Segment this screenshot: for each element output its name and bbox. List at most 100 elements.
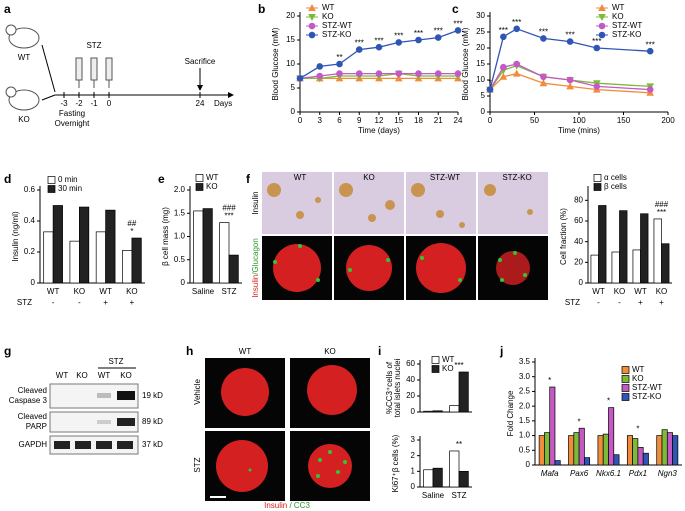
y-tick-label: 40 xyxy=(406,375,415,384)
legend-label: STZ-WT xyxy=(632,383,662,392)
x-tick-label: Ngn3 xyxy=(658,469,678,478)
y-tick-label: 1.0 xyxy=(174,232,186,241)
legend-label: STZ-WT xyxy=(612,21,642,30)
legend-label: KO xyxy=(206,182,218,191)
marker xyxy=(454,70,462,77)
group-label: KO xyxy=(18,115,30,124)
islets xyxy=(267,183,533,228)
legend-label: WT xyxy=(632,365,645,374)
bar xyxy=(573,432,580,466)
band xyxy=(54,441,70,449)
arrow-head xyxy=(197,85,203,91)
x-tick-label: KO xyxy=(74,287,86,296)
row-value: + xyxy=(103,298,108,307)
panel-letter: f xyxy=(246,172,251,186)
legend-marker xyxy=(598,3,606,11)
significance: *** xyxy=(454,361,463,370)
panel-letter: i xyxy=(378,344,381,358)
marker xyxy=(513,25,521,33)
significance: *** xyxy=(224,212,233,221)
y-tick-label: 15 xyxy=(286,35,295,44)
x-tick-label: STZ xyxy=(451,491,466,500)
legend-marker xyxy=(308,31,316,39)
legend-marker xyxy=(598,14,606,22)
row-label: Vehicle xyxy=(193,379,202,405)
x-tick-label: Pax6 xyxy=(570,469,589,478)
connector xyxy=(41,44,56,93)
y-axis-label: β cell mass (mg) xyxy=(161,207,170,266)
bar xyxy=(568,435,575,466)
mouse-icon xyxy=(8,27,40,49)
blot-strip xyxy=(49,411,139,433)
bar xyxy=(52,205,63,284)
y-axis-label: total islets nuclei xyxy=(393,358,402,417)
stain-part: Insulin xyxy=(251,275,260,298)
significance: *** xyxy=(453,20,462,29)
marker xyxy=(512,69,521,77)
bar xyxy=(79,206,90,284)
legend-swatch xyxy=(47,176,56,184)
significance: *** xyxy=(499,26,508,35)
bar xyxy=(423,410,434,413)
legend-marker xyxy=(308,3,316,11)
x-tick-label: 21 xyxy=(434,116,443,125)
blot-column: KO xyxy=(76,371,88,380)
stain-label: Insulin/Glucagon xyxy=(251,238,260,298)
legend-label: STZ-KO xyxy=(612,30,641,39)
significance: *** xyxy=(592,37,601,46)
y-tick-label: 0 xyxy=(579,278,584,287)
bar xyxy=(449,450,460,488)
bar xyxy=(656,435,663,466)
bar xyxy=(432,410,443,413)
y-axis-label: Blood Glucose (mM) xyxy=(461,27,470,100)
x-axis-label: Time (days) xyxy=(358,126,400,135)
y-tick-label: 0 xyxy=(481,107,486,116)
scale-bar xyxy=(210,496,226,498)
x-tick-label: 150 xyxy=(617,116,631,125)
day-label: 24 xyxy=(196,99,205,108)
marker xyxy=(434,70,442,77)
bar xyxy=(653,218,662,284)
row-value: - xyxy=(597,298,600,307)
y-tick-label: 20 xyxy=(406,391,415,400)
band xyxy=(97,393,111,398)
y-tick-label: 0.5 xyxy=(174,255,186,264)
panel-letter: g xyxy=(4,344,11,358)
significance: *** xyxy=(394,32,403,41)
legend-swatch xyxy=(621,384,630,392)
marker xyxy=(415,36,422,44)
day-label: -2 xyxy=(75,99,83,108)
treatment-label: STZ xyxy=(86,41,101,50)
legend-label: WT xyxy=(206,173,219,182)
y-tick-label: 0.2 xyxy=(24,247,36,256)
significance: ### xyxy=(655,200,669,209)
stain-label: Insulin xyxy=(251,191,260,214)
stain-part: / CC3 xyxy=(287,501,310,510)
x-tick-label: Mafa xyxy=(541,469,559,478)
significance: * xyxy=(130,227,133,236)
day-ticks xyxy=(63,92,201,98)
x-tick-label: KO xyxy=(614,287,626,296)
marker xyxy=(454,27,462,34)
bar xyxy=(193,210,204,284)
row-value: + xyxy=(130,298,135,307)
insulin-stain xyxy=(273,243,530,293)
band-size: 19 kD xyxy=(142,391,163,400)
y-tick-label: 40 xyxy=(574,237,583,246)
bar xyxy=(458,470,469,488)
y-tick-label: 0 xyxy=(526,460,531,469)
y-tick-label: 0.6 xyxy=(24,185,36,194)
marker xyxy=(500,33,507,41)
blot-row: GAPDH xyxy=(19,440,48,449)
legend-marker xyxy=(598,22,606,30)
blot-column: WT xyxy=(98,371,111,380)
legend-swatch xyxy=(431,356,440,364)
legend-swatch xyxy=(621,375,630,383)
band xyxy=(97,420,111,424)
row-value: + xyxy=(638,298,643,307)
y-tick-label: 5 xyxy=(291,83,296,92)
marker xyxy=(336,60,343,68)
blot-row: PARP xyxy=(26,422,47,431)
y-tick-label: 1.5 xyxy=(174,208,186,217)
y-axis-label: Ki67⁺β cells (%) xyxy=(391,434,400,492)
